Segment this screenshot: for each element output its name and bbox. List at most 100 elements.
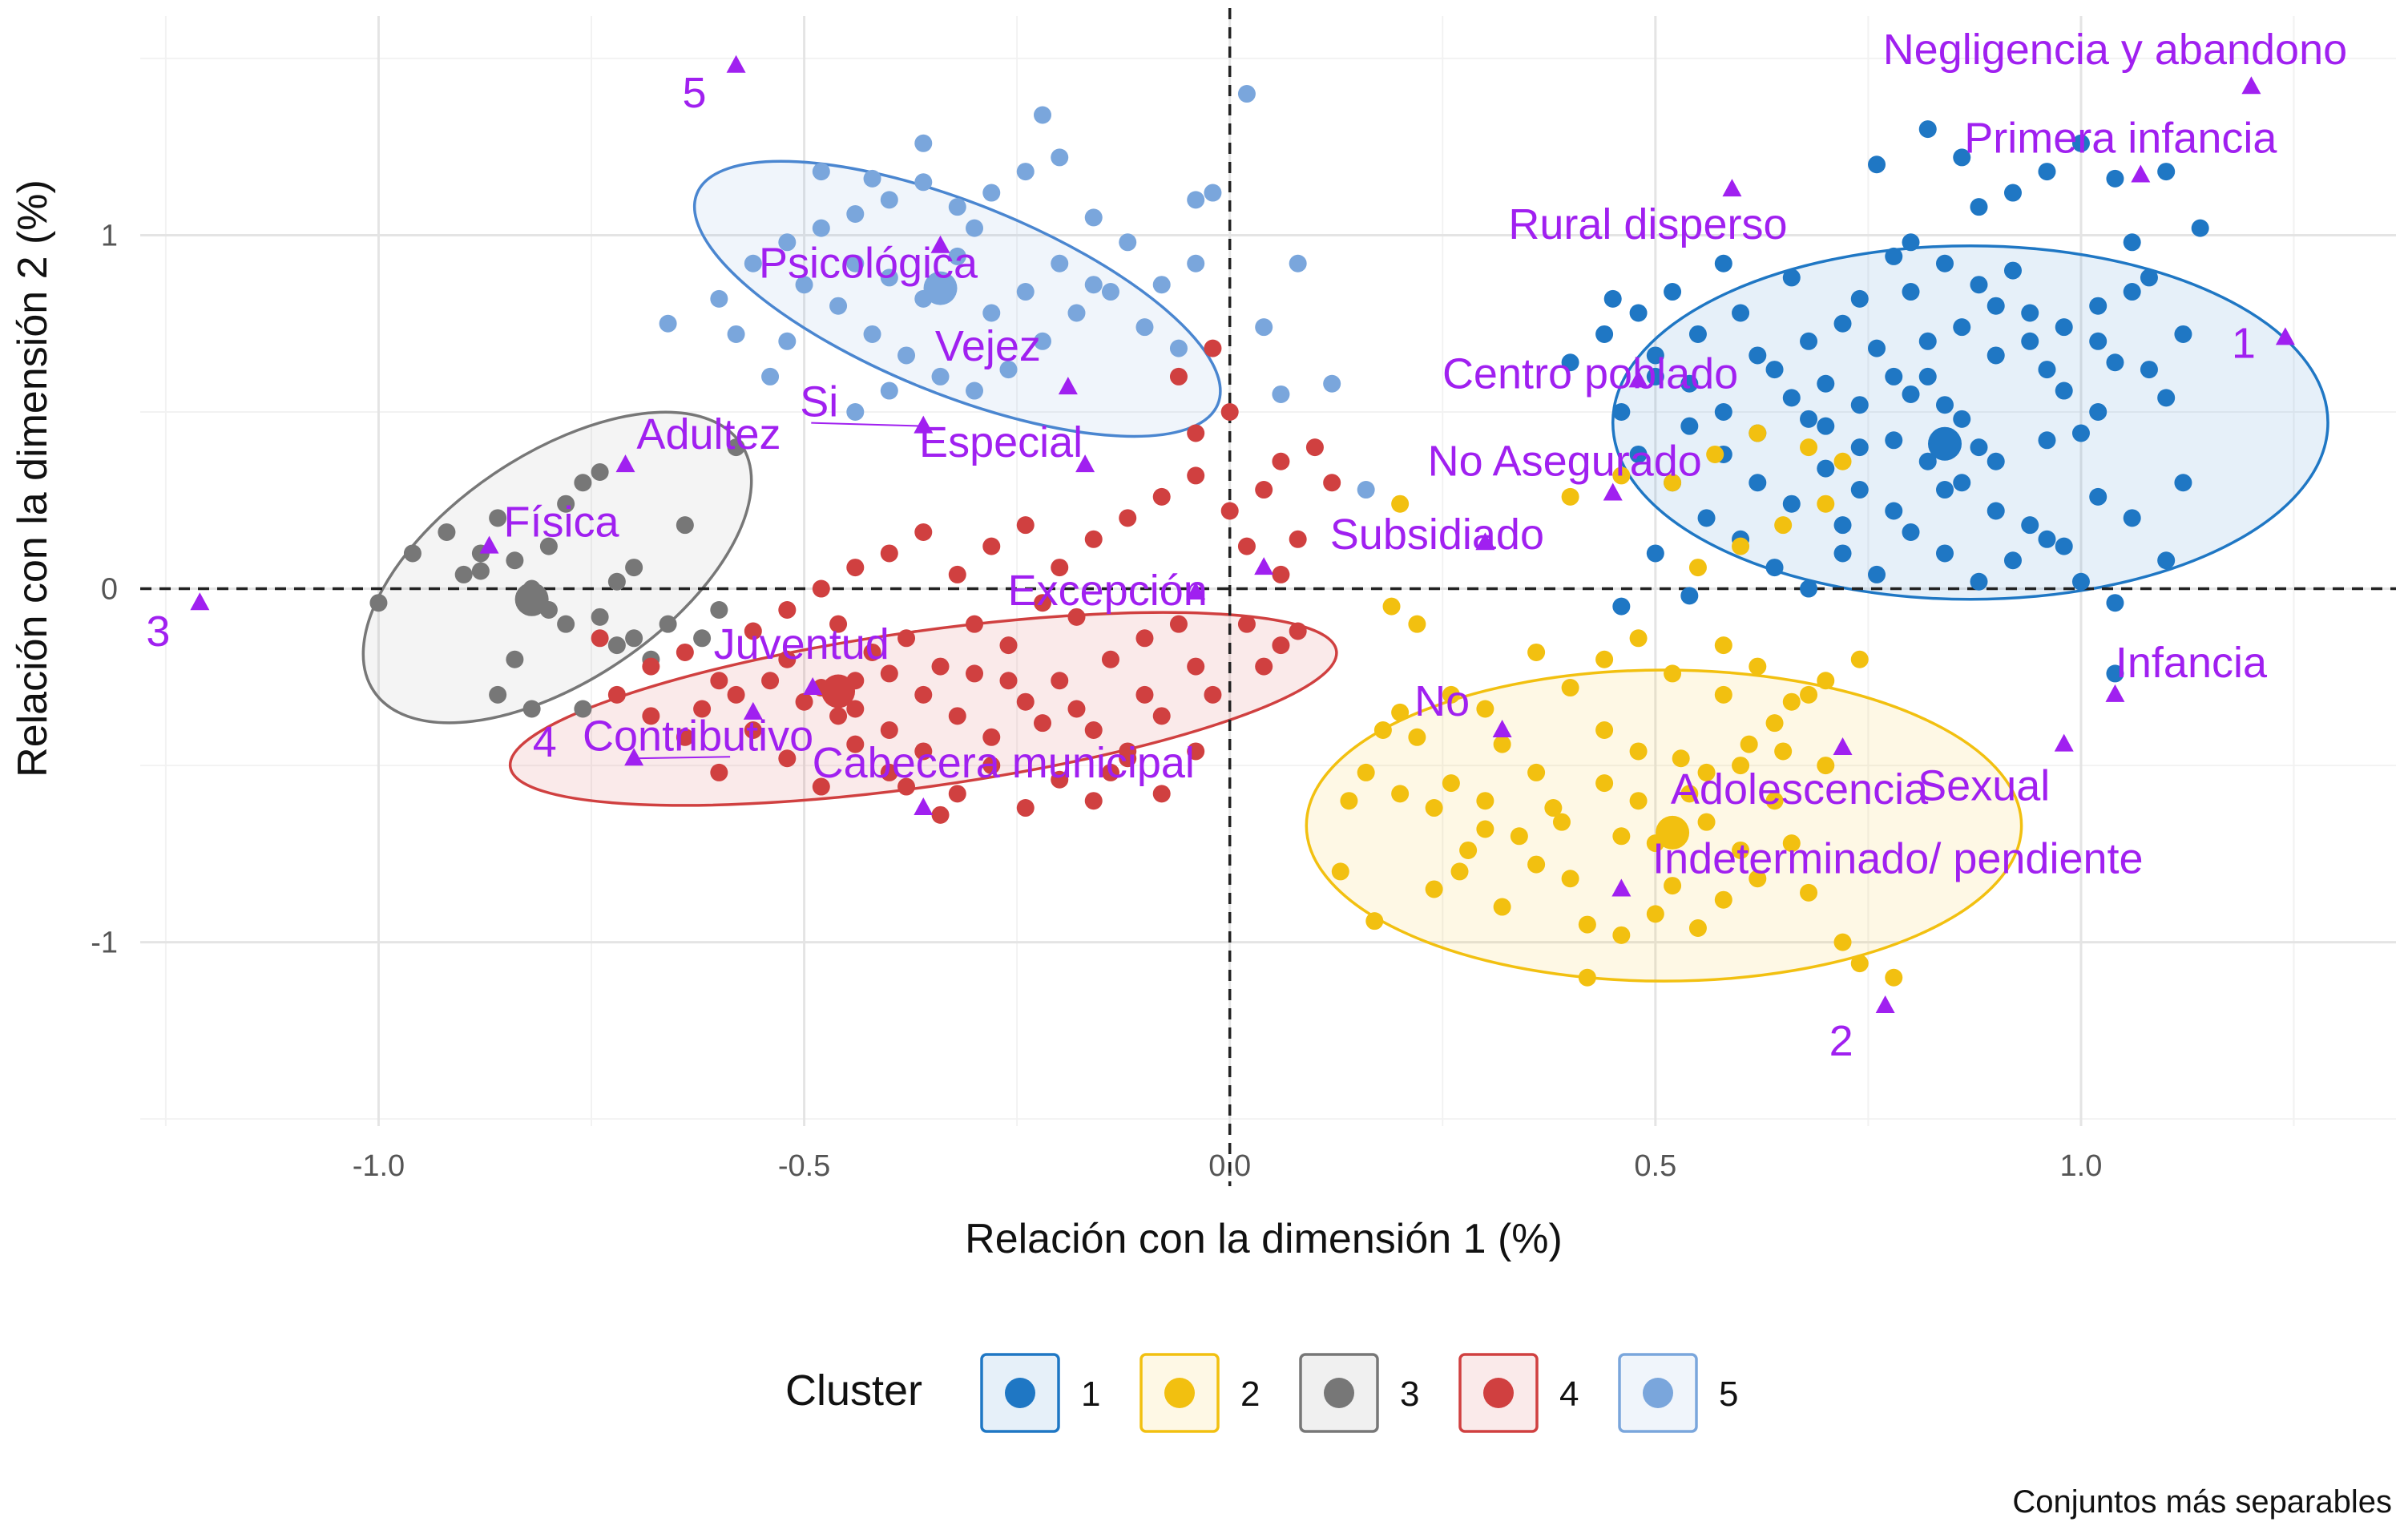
cluster-3-point: [539, 537, 558, 555]
cluster-1-point: [1732, 304, 1750, 322]
cluster-4-centroid: [821, 674, 856, 708]
cluster-4-point: [966, 664, 984, 683]
cluster-3-point: [403, 544, 422, 563]
cluster-4-point: [948, 565, 966, 583]
cluster-2-point: [1629, 792, 1648, 810]
cluster-4-point: [1034, 594, 1051, 612]
legend-key-dot: [1643, 1378, 1673, 1408]
cluster-5-point: [914, 134, 933, 152]
cluster-1-point: [1918, 332, 1937, 350]
cluster-1-point: [2191, 219, 2209, 237]
variable-label: Vejez: [935, 322, 1041, 370]
cluster-2-point: [1527, 763, 1546, 781]
cluster-1-point: [1885, 502, 1903, 520]
cluster-1-point: [1612, 597, 1631, 616]
variable-marker: [2105, 684, 2125, 702]
cluster-1-point: [1782, 268, 1801, 287]
cluster-1-point: [1833, 516, 1852, 535]
cluster-5-point: [931, 367, 950, 386]
cluster-1-point: [1986, 452, 2005, 470]
cluster-1-point: [2123, 233, 2141, 252]
cluster-2-point: [1765, 792, 1784, 810]
cluster-1-point: [2106, 664, 2124, 683]
cluster-4-point: [1220, 403, 1239, 422]
cluster-1-point: [1918, 120, 1937, 139]
cluster-2-point: [1561, 870, 1579, 888]
cluster-1-point: [1603, 289, 1622, 308]
cluster-2-point: [1561, 487, 1579, 506]
cluster-1-point: [1850, 438, 1869, 457]
cluster-4-point: [1119, 749, 1137, 768]
cluster-1-point: [1612, 403, 1631, 422]
cluster-5-point: [982, 304, 1001, 322]
cluster-1-point: [2174, 325, 2192, 343]
cluster-4-point: [1016, 692, 1035, 711]
cluster-4-point: [1067, 608, 1086, 626]
cluster-2-point: [1672, 749, 1690, 768]
cluster-4-point: [591, 629, 609, 648]
y-tick-label: -1: [91, 926, 118, 960]
cluster-1-point: [1936, 481, 1954, 499]
chart-caption: Conjuntos más separables: [2012, 1484, 2392, 1520]
cluster-1-point: [1800, 579, 1818, 598]
cluster-1-point: [1833, 544, 1852, 563]
variable-labels: Negligencia y abandono Primera infancia Ru…: [146, 26, 2347, 1065]
cluster-3-point: [591, 462, 609, 481]
cluster-2-point: [1782, 692, 1801, 711]
cluster-5-point: [999, 361, 1018, 379]
cluster-2-point: [1800, 438, 1818, 457]
cluster-5-point: [1152, 276, 1171, 294]
cluster-5-point: [914, 173, 933, 192]
cluster-4-point: [1187, 466, 1205, 485]
cluster-1-point: [2055, 537, 2073, 555]
cluster-4-point: [710, 672, 728, 690]
cluster-2-point: [1442, 774, 1460, 793]
cluster-1-point: [1936, 396, 1954, 414]
cluster-4-point: [880, 544, 898, 563]
cluster-2-point: [1408, 728, 1426, 746]
cluster-5-point: [1169, 339, 1188, 357]
cluster-1-point: [2157, 551, 2176, 570]
cluster-2-point: [1749, 870, 1767, 888]
variable-label: 4: [533, 718, 557, 766]
variable-points: [190, 54, 2295, 1014]
cluster-1-point: [2021, 304, 2039, 322]
cluster-4-point: [999, 636, 1018, 655]
cluster-2-point: [1732, 841, 1750, 859]
cluster-3-point: [522, 700, 541, 718]
cluster-1-point: [1970, 276, 1988, 294]
cluster-1-point: [1918, 367, 1937, 386]
cluster-2-point: [1459, 841, 1478, 859]
cluster-4-point: [1016, 516, 1035, 535]
cluster-1-point: [1697, 509, 1716, 527]
cluster-1-point: [1868, 565, 1886, 583]
cluster-4-point: [1169, 615, 1188, 633]
cluster-1-point: [1936, 254, 1954, 272]
cluster-2-point: [1425, 880, 1443, 898]
legend-label: 3: [1400, 1375, 1419, 1414]
cluster-2-point: [1833, 933, 1852, 951]
cluster-4-point: [982, 537, 1001, 555]
cluster-1-point: [1714, 254, 1732, 272]
cluster-2-point: [1817, 495, 1835, 513]
cluster-2-point: [1595, 650, 1614, 668]
cluster-2-point: [1774, 742, 1793, 761]
cluster-1-point: [1688, 325, 1707, 343]
cluster-5-point: [1135, 318, 1154, 337]
cluster-2-point: [1331, 862, 1349, 881]
cluster-1-point: [2174, 474, 2192, 492]
cluster-5-point: [948, 247, 966, 265]
variable-label: Cabecera municipal: [813, 739, 1195, 787]
variable-label: Contributivo: [583, 712, 813, 760]
cluster-1-point: [1680, 374, 1699, 393]
cluster-1-point: [1749, 474, 1767, 492]
cluster-centroids: [514, 271, 1962, 850]
cluster-4-point: [778, 650, 797, 668]
cluster-5-point: [1204, 184, 1222, 202]
cluster-2-point: [1561, 679, 1579, 697]
cluster-4-point: [982, 757, 1001, 775]
cluster-3-point: [506, 551, 524, 570]
cluster-4-point: [812, 579, 830, 598]
variable-label: Adolescencia: [1671, 765, 1929, 813]
cluster-4-point: [1187, 424, 1205, 442]
